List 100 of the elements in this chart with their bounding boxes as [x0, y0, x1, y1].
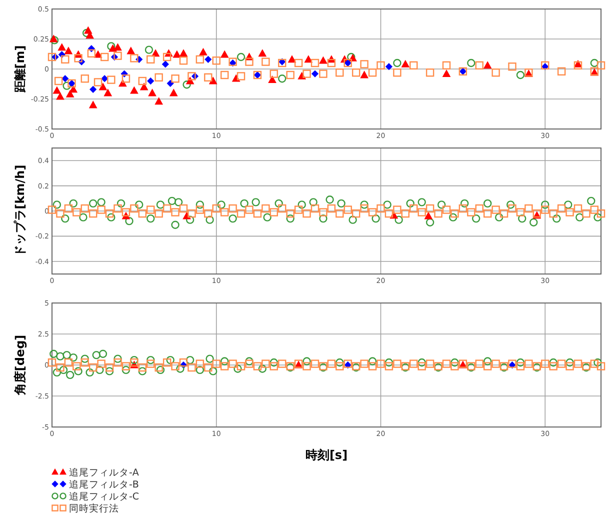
- point: [61, 55, 70, 64]
- point: [252, 198, 260, 206]
- point: [319, 214, 328, 223]
- point: [212, 56, 220, 65]
- point: [79, 213, 88, 222]
- y-axis-title: 距離[m]: [13, 45, 27, 94]
- point: [360, 60, 368, 68]
- point: [74, 54, 82, 62]
- point: [94, 78, 102, 86]
- point: [483, 357, 492, 366]
- point: [114, 354, 122, 363]
- point: [442, 70, 450, 77]
- point: [326, 196, 334, 204]
- point: [384, 358, 394, 367]
- legend-label: 追尾フィルタ-B: [69, 478, 139, 490]
- point: [492, 68, 500, 77]
- point: [154, 98, 163, 105]
- point: [484, 62, 492, 69]
- point: [204, 73, 212, 82]
- point: [166, 80, 174, 87]
- point: [368, 357, 377, 366]
- point: [206, 354, 214, 363]
- point: [596, 61, 606, 70]
- point: [270, 70, 278, 78]
- point: [99, 83, 107, 90]
- point: [302, 70, 311, 78]
- point: [274, 199, 283, 208]
- point: [220, 357, 229, 366]
- point: [460, 199, 469, 208]
- point: [337, 199, 346, 208]
- point: [64, 47, 72, 54]
- point: [140, 83, 148, 90]
- point: [173, 50, 181, 58]
- point: [107, 213, 116, 222]
- point: [298, 200, 306, 209]
- point: [263, 213, 272, 222]
- point: [138, 367, 147, 376]
- point: [576, 213, 584, 222]
- point: [122, 74, 130, 83]
- point: [56, 352, 64, 360]
- point: [336, 68, 344, 77]
- point: [302, 357, 311, 366]
- point: [268, 76, 276, 83]
- point: [144, 46, 154, 54]
- point: [174, 198, 183, 206]
- point: [288, 56, 296, 63]
- point: [393, 68, 402, 77]
- point: [104, 89, 112, 96]
- point: [199, 48, 208, 56]
- point: [516, 70, 525, 80]
- point: [94, 50, 102, 58]
- point: [206, 216, 214, 224]
- point: [594, 213, 602, 222]
- point: [310, 58, 320, 68]
- point: [168, 196, 176, 206]
- point: [516, 358, 525, 367]
- point: [80, 354, 89, 363]
- point: [48, 52, 56, 62]
- point: [319, 70, 328, 78]
- point: [590, 58, 599, 68]
- point: [62, 82, 71, 90]
- point: [66, 370, 74, 380]
- point: [262, 58, 270, 66]
- point: [286, 214, 294, 223]
- point: [426, 218, 434, 226]
- point: [258, 50, 266, 57]
- point: [130, 54, 138, 62]
- point: [594, 358, 602, 367]
- point: [122, 366, 130, 374]
- point: [437, 200, 446, 209]
- x-axis-title: 時刻[s]: [305, 448, 348, 462]
- point: [426, 68, 434, 77]
- point: [188, 72, 196, 80]
- point: [566, 358, 574, 367]
- point: [52, 200, 62, 209]
- point: [96, 366, 104, 374]
- point: [114, 52, 122, 60]
- point: [88, 199, 98, 208]
- point: [87, 49, 96, 58]
- point: [376, 61, 385, 70]
- point: [450, 358, 459, 367]
- point: [506, 200, 515, 209]
- point: [319, 56, 328, 64]
- point: [383, 200, 392, 209]
- point: [424, 212, 432, 220]
- point: [171, 74, 180, 83]
- point: [105, 367, 114, 376]
- point: [552, 214, 561, 223]
- point: [69, 199, 78, 208]
- point: [236, 72, 246, 80]
- point: [66, 90, 74, 98]
- point: [564, 200, 572, 209]
- point: [336, 358, 344, 367]
- point: [312, 70, 318, 78]
- point: [148, 89, 156, 96]
- point: [204, 56, 212, 63]
- point: [208, 367, 218, 376]
- point: [196, 55, 204, 64]
- point: [234, 364, 242, 373]
- point: [69, 86, 78, 93]
